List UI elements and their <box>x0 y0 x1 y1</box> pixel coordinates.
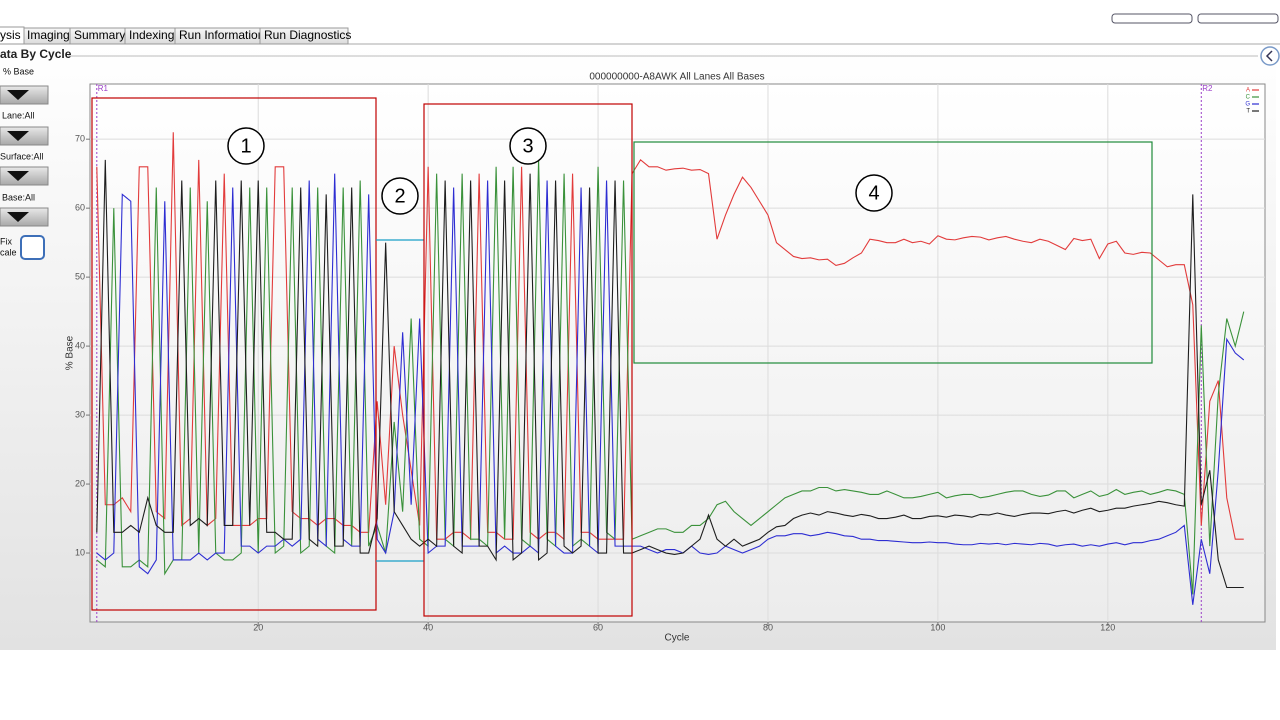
annotation-number: 3 <box>522 135 533 157</box>
legend-label: T <box>1246 109 1250 115</box>
collapse-icon <box>1265 50 1273 62</box>
y-tick-label: 10 <box>75 547 85 557</box>
top-button[interactable] <box>1111 13 1193 24</box>
tab-label[interactable]: Indexing <box>129 28 174 42</box>
dropdown[interactable] <box>0 207 49 227</box>
fix-scale-label: Fix <box>0 236 12 246</box>
dropdown[interactable] <box>0 126 49 146</box>
tab-label[interactable]: Run Diagnostics <box>264 28 351 42</box>
dropdowns <box>0 85 49 227</box>
tab-label[interactable]: ysis <box>0 28 21 42</box>
legend-label: G <box>1245 102 1250 108</box>
tab-label[interactable]: Summary <box>74 28 125 42</box>
tabs: ysis Imaging Summary Indexing Run Inform… <box>0 26 351 45</box>
fix-scale-checkbox[interactable] <box>20 235 45 260</box>
dropdown-arrow <box>7 131 29 141</box>
series-line <box>96 132 1244 541</box>
y-tick-label: 50 <box>75 272 85 282</box>
annotation-circle <box>509 127 547 165</box>
annotation-box <box>633 141 1153 364</box>
series-line <box>96 159 1244 589</box>
annotation-box <box>423 103 633 617</box>
y-tick-label: 70 <box>75 134 85 144</box>
sidebar-label: Surface:All <box>0 151 44 161</box>
y-tick-label: 30 <box>75 409 85 419</box>
x-tick-label: 40 <box>423 622 433 632</box>
series-line <box>96 173 1245 605</box>
x-tick-label: 60 <box>593 622 603 632</box>
dropdown-arrow <box>7 90 29 100</box>
series-line <box>96 159 1245 595</box>
top-button[interactable] <box>1197 13 1279 24</box>
dropdown-arrow <box>7 171 29 181</box>
x-tick-label: 100 <box>930 622 945 632</box>
annotation-circle <box>855 174 893 212</box>
collapse-button[interactable] <box>1260 46 1280 66</box>
series <box>96 132 1245 605</box>
annotation-circle <box>381 177 419 215</box>
dropdown[interactable] <box>0 166 49 186</box>
y-tick-label: 40 <box>75 340 85 350</box>
legend-label: A <box>1246 88 1250 94</box>
y-tick-label: 20 <box>75 478 85 488</box>
x-tick-label: 20 <box>253 622 263 632</box>
x-axis-label: Cycle <box>664 633 689 644</box>
chart-title: 000000000-A8AWK All Lanes All Bases <box>589 72 764 83</box>
read-marker-label: R2 <box>1202 84 1213 93</box>
dropdown-arrow <box>7 212 29 222</box>
sidebar-label: Lane:All <box>2 110 35 120</box>
annotation-box <box>91 97 377 611</box>
x-tick-label: 120 <box>1100 622 1115 632</box>
fix-scale-label: cale <box>0 247 17 257</box>
sidebar-label: % Base <box>3 66 34 76</box>
x-tick-label: 80 <box>763 622 773 632</box>
tab[interactable] <box>259 27 349 45</box>
tab-label[interactable]: Run Information <box>179 28 264 42</box>
annotation-circle <box>227 127 265 165</box>
annotations: 1 2 3 4 <box>91 97 1153 617</box>
annotation-number: 2 <box>394 185 405 207</box>
y-axis-label: % Base <box>65 335 76 370</box>
dropdown[interactable] <box>0 85 49 105</box>
sidebar-label: Base:All <box>2 192 35 202</box>
tab-label[interactable]: Imaging <box>27 28 70 42</box>
annotation-number: 1 <box>240 135 251 157</box>
section-title: ata By Cycle <box>0 47 72 61</box>
read-marker-label: R1 <box>98 84 109 93</box>
annotation-number: 4 <box>868 182 879 204</box>
legend-label: C <box>1246 95 1251 101</box>
plot-area <box>89 83 1266 623</box>
y-tick-label: 60 <box>75 203 85 213</box>
